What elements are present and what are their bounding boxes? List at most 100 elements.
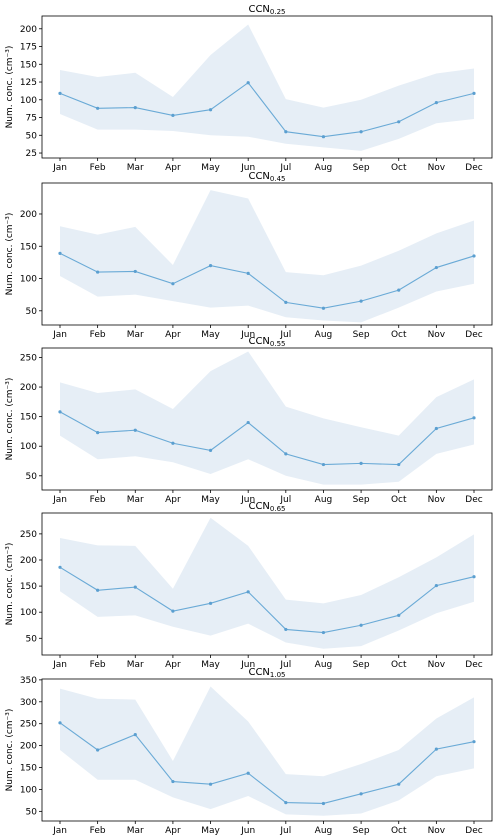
chart-title: CCN0.25 (248, 4, 285, 16)
y-tick-label: 200 (20, 383, 37, 393)
y-tick-label: 100 (20, 442, 37, 452)
x-tick-label: Nov (428, 330, 446, 340)
y-tick-label: 50 (26, 131, 38, 141)
data-point-dec (472, 740, 476, 744)
data-point-jul (284, 627, 288, 632)
x-tick-label: Apr (165, 495, 181, 505)
y-tick-label: 200 (20, 210, 37, 220)
x-tick-label: Jul (279, 495, 291, 505)
data-point-aug (321, 306, 326, 310)
series-line (59, 252, 475, 309)
x-tick-label: Dec (465, 660, 482, 670)
x-tick-label: Oct (391, 495, 407, 505)
data-point-oct (397, 288, 401, 292)
y-tick-label: 150 (20, 60, 37, 70)
data-point-may (208, 448, 213, 452)
y-tick-label: 125 (20, 78, 37, 88)
uncertainty-band (60, 686, 474, 816)
data-point-feb (96, 588, 100, 592)
data-point-jun (246, 771, 250, 775)
x-tick-label: Nov (428, 826, 446, 835)
chart-panel-1: Jan Feb Mar Apr May Jun Jul Aug Sep Oct Nov Dec 25 50… (5, 4, 493, 173)
data-point-oct (397, 613, 401, 617)
x-tick-label: Jan (52, 826, 67, 835)
data-point-dec (472, 575, 476, 579)
data-point-sep (359, 130, 363, 134)
x-tick-label: May (201, 330, 220, 340)
x-tick-label: Feb (90, 163, 106, 173)
plot-frame (41, 512, 493, 656)
x-tick-label: Jan (52, 330, 67, 340)
data-point-feb (96, 431, 100, 435)
y-tick-label: 150 (20, 764, 37, 774)
x-tick-label: Oct (391, 330, 407, 340)
y-tick-label: 200 (20, 556, 37, 566)
x-tick-label: Mar (127, 330, 144, 340)
x-tick-label: Sep (353, 163, 370, 173)
data-point-jun (246, 271, 250, 275)
x-tick-label: Sep (353, 330, 370, 340)
x-tick-label: Apr (165, 163, 181, 173)
y-tick-label: 150 (20, 242, 37, 252)
data-point-apr (171, 779, 175, 784)
data-point-dec (472, 91, 476, 95)
x-tick-label: Feb (90, 826, 106, 835)
data-point-oct (397, 462, 401, 467)
x-tick-label: May (201, 495, 220, 505)
data-point-apr (171, 113, 175, 117)
data-point-nov (434, 101, 438, 105)
x-tick-label: May (201, 660, 220, 670)
data-point-feb (96, 106, 100, 110)
y-tick-label: 150 (20, 413, 37, 423)
data-point-may (208, 264, 213, 268)
y-tick-label: 50 (26, 634, 38, 644)
x-tick-label: May (201, 163, 220, 173)
data-point-feb (96, 270, 100, 274)
data-point-may (208, 782, 213, 786)
chart-title-subscript: 0.45 (270, 175, 286, 183)
y-axis-label: Num. conc. (cm⁻³) (5, 213, 15, 296)
chart-title-subscript: 0.55 (270, 340, 286, 348)
data-point-sep (359, 623, 363, 627)
x-tick-label: Feb (90, 330, 106, 340)
x-tick-label: Jun (240, 330, 255, 340)
chart-title-subscript: 0.25 (270, 8, 286, 16)
chart-title: CCN0.45 (248, 171, 285, 183)
x-tick-label: Sep (353, 660, 370, 670)
plot-frame (41, 678, 493, 822)
data-point-aug (321, 135, 326, 139)
x-tick-label: Mar (127, 163, 144, 173)
chart-panel-3: Jan Feb Mar Apr May Jun Jul Aug Sep Oct Nov Dec 50 10… (5, 336, 493, 505)
y-tick-label: 200 (20, 742, 37, 752)
x-tick-label: Feb (90, 660, 106, 670)
x-tick-label: Mar (127, 495, 144, 505)
x-tick-label: Mar (127, 660, 144, 670)
chart-title: CCN0.65 (248, 501, 285, 513)
data-point-jan (58, 91, 62, 95)
data-point-may (208, 601, 213, 605)
data-point-may (208, 108, 213, 112)
y-tick-label: 250 (20, 530, 37, 540)
data-point-nov (434, 265, 438, 270)
data-point-dec (472, 416, 476, 420)
y-tick-label: 100 (20, 275, 37, 285)
data-point-aug (321, 462, 326, 467)
y-axis-label: Num. conc. (cm⁻³) (5, 378, 15, 461)
x-tick-label: Oct (391, 163, 407, 173)
data-point-jun (246, 420, 250, 425)
x-tick-label: Jul (279, 660, 291, 670)
x-tick-label: Oct (391, 826, 407, 835)
x-tick-label: Apr (165, 660, 181, 670)
chart-title-subscript: 1.05 (270, 671, 286, 679)
chart-title: CCN0.55 (248, 336, 285, 348)
data-point-jul (284, 130, 288, 134)
x-tick-label: May (201, 826, 220, 835)
x-tick-label: Aug (315, 163, 333, 173)
x-tick-label: Mar (127, 826, 144, 835)
x-tick-label: Jun (240, 660, 255, 670)
x-tick-label: Jun (240, 826, 255, 835)
y-tick-label: 350 (20, 676, 37, 686)
data-point-jan (58, 721, 62, 725)
y-tick-label: 50 (26, 807, 38, 817)
